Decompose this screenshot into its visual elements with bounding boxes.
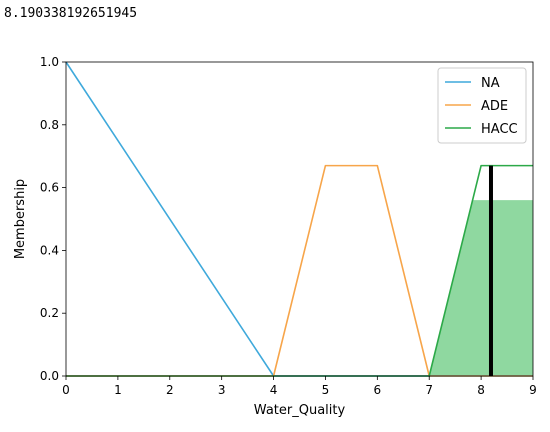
x-tick-label: 5 (322, 383, 330, 397)
axes-layer: 0 1 2 3 4 5 6 7 8 9 0.0 0.2 0.4 0.6 0.8 1.0 Water_Qualit… (13, 55, 537, 418)
x-tick-label: 0 (62, 383, 70, 397)
legend: NA ADE HACC (437, 67, 527, 144)
aggregate-fill-layer (429, 200, 533, 376)
x-tick-label: 1 (114, 383, 122, 397)
y-tick-label: 0.4 (40, 243, 59, 257)
x-axis-label: Water_Quality (254, 403, 346, 418)
x-tick-label: 2 (166, 383, 174, 397)
y-axis-label: Membership (13, 179, 28, 259)
x-tick-label: 6 (374, 383, 382, 397)
y-tick-label: 0.8 (40, 118, 59, 132)
plot-frame (65, 61, 534, 377)
y-tick-label: 0.0 (40, 369, 59, 383)
legend-box (437, 67, 527, 144)
x-tick-label: 8 (477, 383, 485, 397)
aggregate-fill-area (429, 200, 533, 376)
x-tick-label: 9 (529, 383, 537, 397)
x-tick-label: 7 (425, 383, 433, 397)
y-tick-label: 0.6 (40, 181, 59, 195)
legend-label-ade: ADE (481, 99, 508, 114)
legend-label-na: NA (481, 76, 500, 91)
x-tick-label: 4 (270, 383, 278, 397)
x-tick-label: 3 (218, 383, 226, 397)
y-tick-label: 1.0 (40, 55, 59, 69)
legend-label-hacc: HACC (481, 122, 518, 137)
output-value: 8.190338192651945 (4, 6, 138, 21)
y-tick-label: 0.2 (40, 306, 59, 320)
